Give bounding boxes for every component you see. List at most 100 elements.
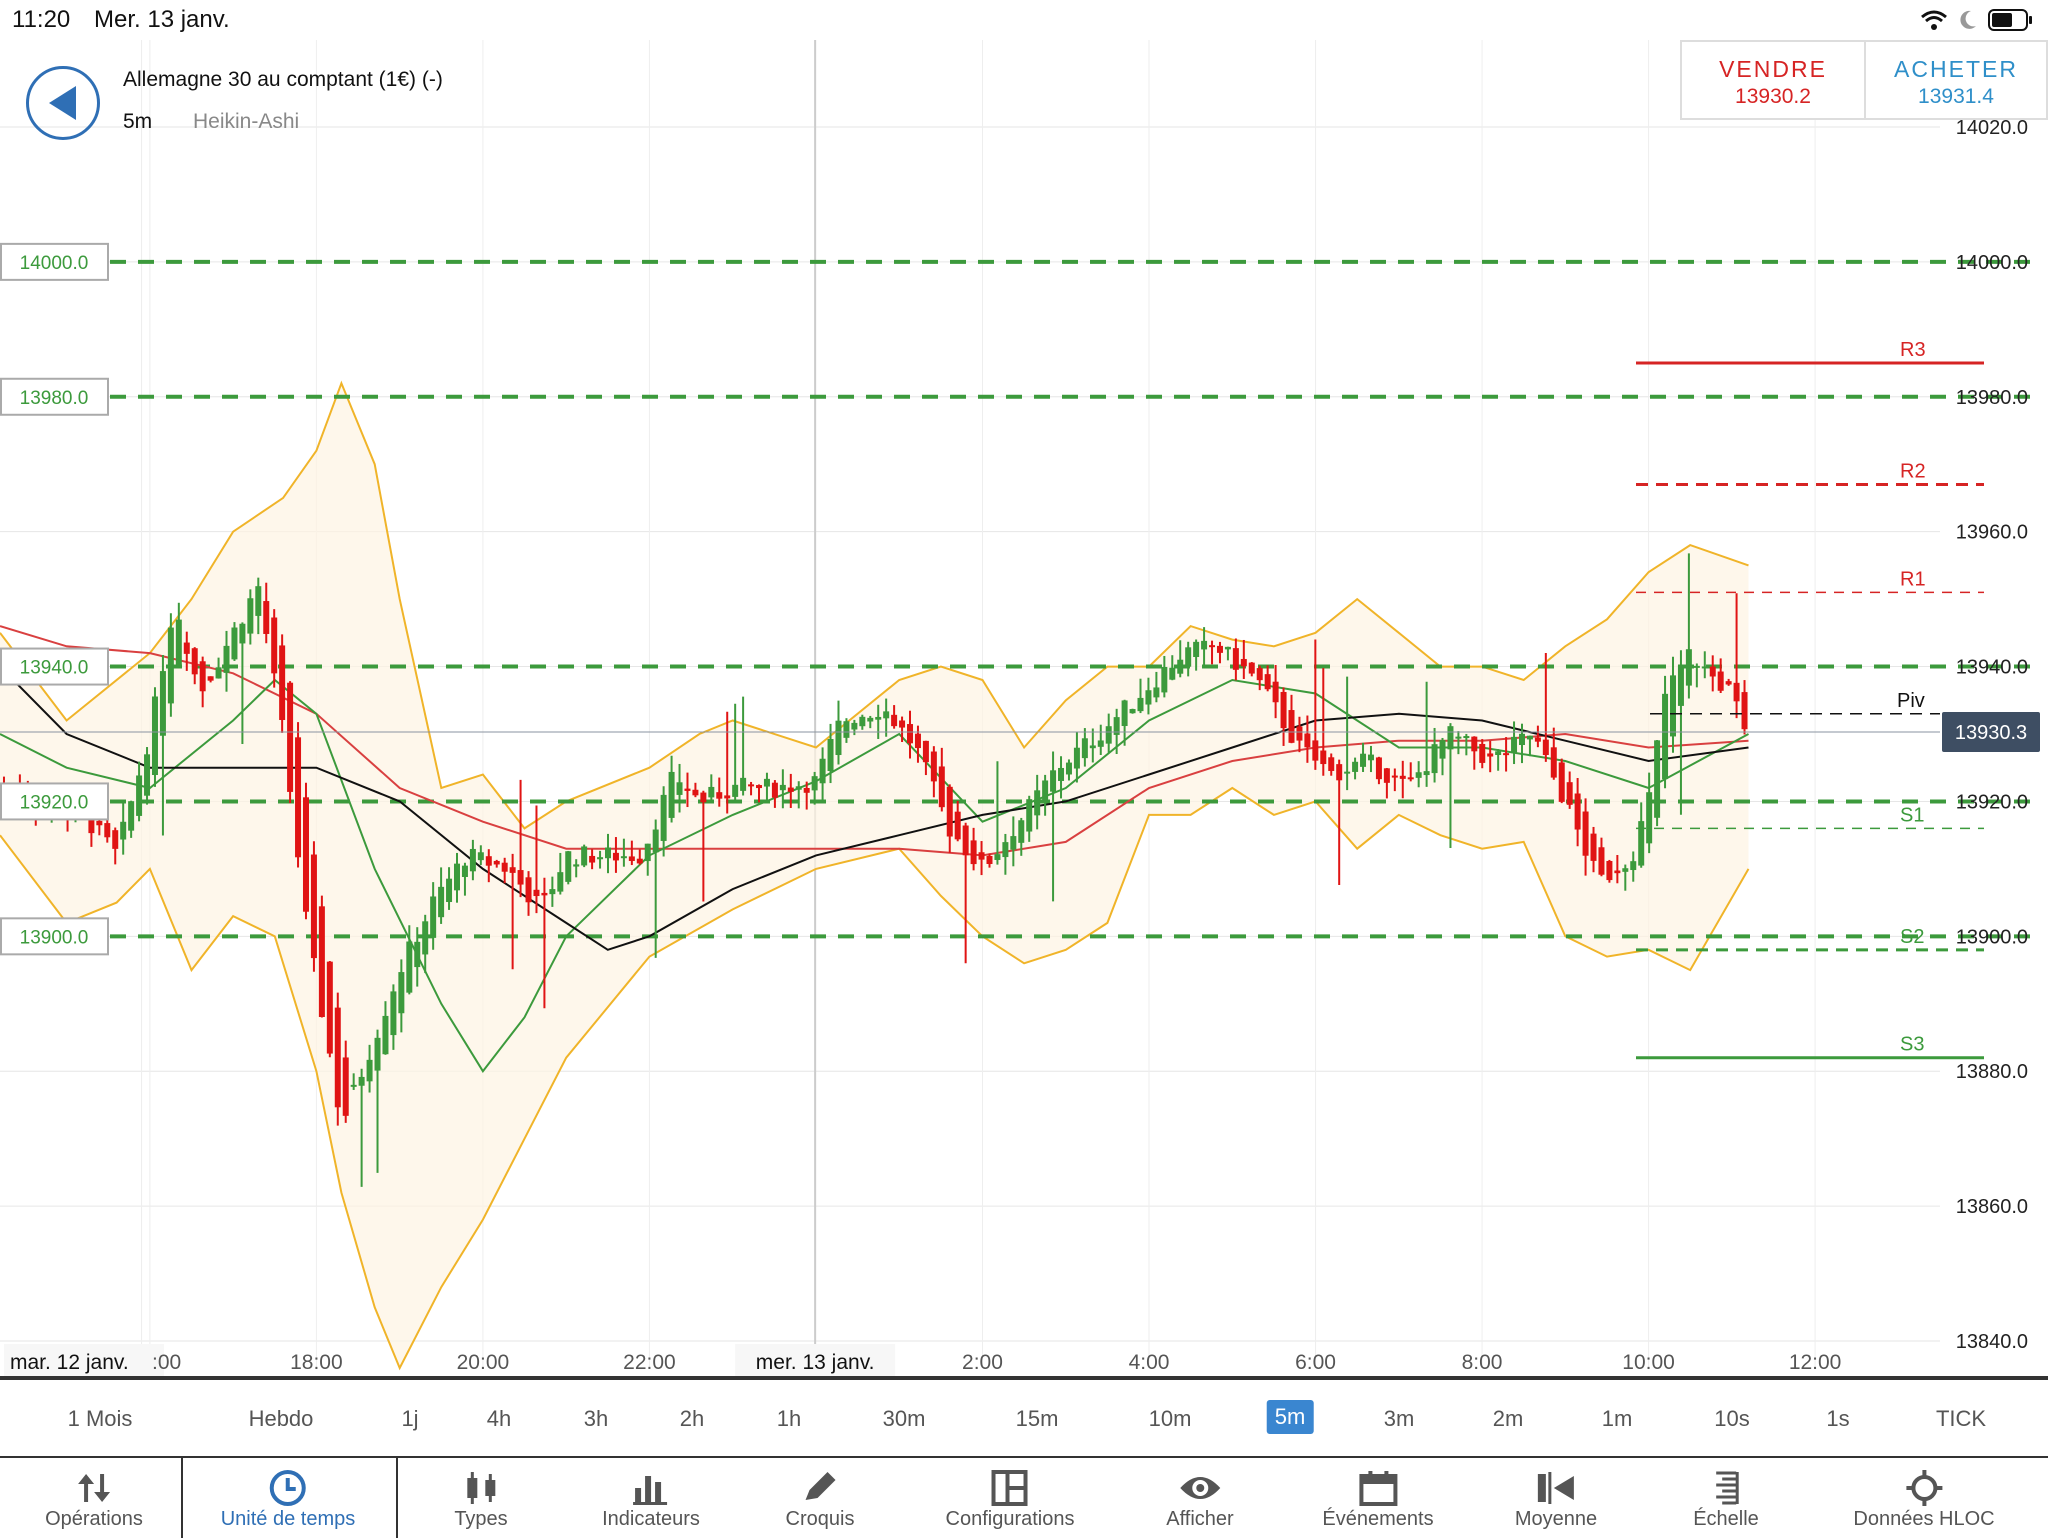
candle-down	[517, 870, 524, 885]
price-chart[interactable]: R3 R2 R1 Piv S1 S2 S3 13930.3 14020.0 14000.0 1398…	[0, 0, 2048, 1378]
x-tick-label: 4:00	[1129, 1351, 1170, 1374]
candle-up	[247, 598, 254, 634]
candle-up	[446, 878, 453, 903]
current-price-badge	[1942, 711, 2040, 752]
nav-candles[interactable]: Types	[454, 1458, 508, 1538]
nav-crosshair[interactable]: Données HLOC	[1853, 1458, 1995, 1538]
period-option[interactable]: 4h	[486, 1406, 512, 1431]
pencil-icon	[786, 1468, 855, 1508]
period-option[interactable]: 3h	[583, 1406, 609, 1431]
candle-up	[1089, 745, 1096, 749]
candle-down	[1606, 860, 1613, 881]
y-tick-label: 13880.0	[1956, 1061, 2028, 1083]
candle-down	[589, 855, 596, 863]
candle-down	[1375, 757, 1382, 780]
period-option[interactable]: 1 Mois	[67, 1406, 133, 1431]
period-option[interactable]: TICK	[1935, 1406, 1987, 1431]
candle-down	[1566, 782, 1573, 805]
candle-down	[1216, 645, 1223, 653]
candle-up	[1145, 690, 1152, 705]
candle-down	[978, 852, 985, 860]
alert-level-tag	[0, 647, 109, 686]
buy-button[interactable]: ACHETER 13931.4	[1864, 40, 2048, 120]
eye-icon	[1166, 1468, 1233, 1508]
candle-down	[533, 889, 540, 897]
nav-bars[interactable]: Indicateurs	[602, 1458, 700, 1538]
candle-up	[1638, 821, 1645, 866]
candle-down	[183, 642, 190, 654]
candle-up	[1018, 820, 1025, 843]
candle-up	[1129, 709, 1136, 714]
y-tick-label: 13920.0	[1956, 791, 2028, 813]
candle-down	[970, 840, 977, 865]
pivot-label-r3: R3	[1900, 339, 1926, 361]
candle-down	[700, 792, 707, 803]
candle-up	[1526, 735, 1533, 740]
candle-down	[628, 856, 635, 861]
candle-down	[1209, 645, 1216, 648]
period-option[interactable]: 1j	[401, 1406, 419, 1431]
period-option[interactable]: 1m	[1601, 1406, 1633, 1431]
candle-up	[1701, 666, 1708, 669]
bollinger-lower-line	[0, 786, 1750, 1371]
candle-down	[1288, 710, 1295, 743]
candle-up	[549, 889, 556, 895]
period-option[interactable]: 10s	[1714, 1406, 1750, 1431]
period-option[interactable]: 2m	[1492, 1406, 1524, 1431]
candle-down	[302, 797, 309, 912]
candle-up	[859, 716, 866, 727]
sell-label: VENDRE	[1719, 56, 1827, 82]
period-option[interactable]: 5m	[1266, 1400, 1314, 1434]
candle-up	[366, 1059, 373, 1082]
period-option[interactable]: 2h	[679, 1406, 705, 1431]
period-option[interactable]: 30m	[882, 1406, 926, 1431]
nav-scale[interactable]: Échelle	[1693, 1458, 1759, 1538]
candle-down	[334, 1007, 341, 1108]
candle-up	[477, 852, 484, 861]
x-tick-label: 6:00	[1295, 1351, 1336, 1374]
nav-layout[interactable]: Configurations	[946, 1458, 1074, 1538]
back-button[interactable]	[26, 66, 100, 140]
candle-down	[1725, 681, 1732, 685]
nav-divider	[181, 1458, 183, 1538]
period-option[interactable]: 3m	[1383, 1406, 1415, 1431]
period-option[interactable]: 10m	[1148, 1406, 1192, 1431]
candle-down	[342, 1057, 349, 1116]
candle-up	[1224, 646, 1231, 650]
candle-down	[525, 877, 532, 903]
candle-up	[1105, 726, 1112, 744]
candle-up	[461, 865, 468, 877]
bars-icon	[602, 1468, 700, 1508]
sell-button[interactable]: VENDRE 13930.2	[1680, 40, 1866, 120]
candle-up	[1662, 693, 1669, 780]
alert-level-tag	[0, 377, 109, 416]
candle-up	[795, 786, 802, 790]
candle-down	[1717, 671, 1724, 691]
candle-up	[565, 851, 572, 882]
candle-up	[144, 754, 151, 796]
nav-eye[interactable]: Afficher	[1166, 1458, 1234, 1538]
period-option[interactable]: 15m	[1015, 1406, 1059, 1431]
nav-clock[interactable]: Unité de temps	[221, 1458, 355, 1538]
nav-label: Indicateurs	[602, 1508, 700, 1530]
chart-header: Allemagne 30 au comptant (1€) (-) 5m Hei…	[0, 40, 2048, 140]
candle-down	[1336, 764, 1343, 781]
nav-pencil[interactable]: Croquis	[786, 1458, 855, 1538]
nav-arrows-updown[interactable]: Opérations	[45, 1458, 143, 1538]
candle-down	[1280, 691, 1287, 729]
candle-down	[891, 714, 898, 727]
candle-up	[422, 921, 429, 955]
nav-label: Événements	[1322, 1508, 1434, 1530]
period-option[interactable]: 1h	[776, 1406, 802, 1431]
candle-down	[541, 892, 548, 896]
candle-down	[756, 785, 763, 789]
nav-label: Afficher	[1166, 1508, 1234, 1530]
candle-up	[1360, 753, 1367, 767]
x-tick-label: 12:00	[1789, 1351, 1842, 1374]
candle-down	[1328, 757, 1335, 771]
nav-calendar[interactable]: Événements	[1322, 1458, 1434, 1538]
candle-down	[310, 854, 317, 959]
period-option[interactable]: 1s	[1826, 1406, 1850, 1431]
nav-average[interactable]: Moyenne	[1515, 1458, 1597, 1538]
period-option[interactable]: Hebdo	[248, 1406, 314, 1431]
